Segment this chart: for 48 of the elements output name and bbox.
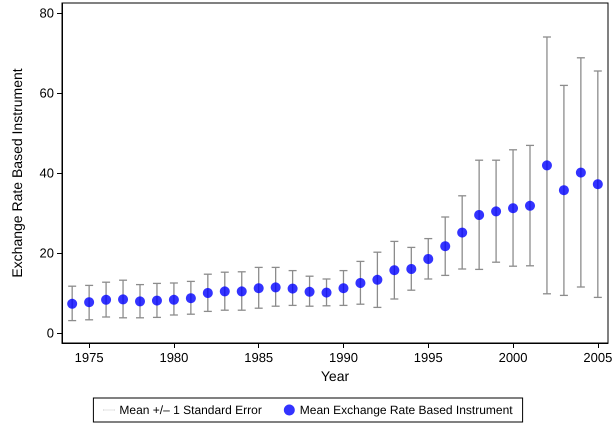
point xyxy=(270,282,281,292)
point xyxy=(220,286,230,296)
x-tick-label: 1975 xyxy=(74,350,104,365)
x-axis-title: Year xyxy=(320,368,350,384)
point xyxy=(304,286,315,297)
x-tick-label: 1980 xyxy=(159,350,188,365)
point xyxy=(288,284,298,294)
point xyxy=(474,210,484,220)
point xyxy=(423,254,434,264)
text: Mean +/– 1 Standard Error xyxy=(119,403,262,417)
point xyxy=(592,179,603,190)
point xyxy=(372,274,382,285)
x-tick-label: 2000 xyxy=(498,350,528,365)
point xyxy=(322,288,332,298)
legend-label: Mean Exchange Rate Based Instrument xyxy=(300,403,514,417)
y-axis-title: Exchange Rate Based Instrument xyxy=(9,68,25,278)
y-tick-label: 80 xyxy=(40,6,54,20)
point xyxy=(491,206,502,216)
point xyxy=(508,203,518,214)
point xyxy=(440,241,450,252)
point xyxy=(101,294,112,305)
x-tick-label: 2005 xyxy=(583,350,612,365)
point xyxy=(457,228,468,238)
point xyxy=(84,297,94,308)
y-tick-label: 60 xyxy=(40,86,54,100)
point xyxy=(542,160,552,170)
point xyxy=(152,296,162,306)
point xyxy=(135,296,145,306)
point xyxy=(576,168,586,178)
y-tick-label: 20 xyxy=(40,246,54,260)
x-tick-label: 1985 xyxy=(244,350,274,365)
point xyxy=(202,288,213,298)
point xyxy=(168,294,179,305)
y-tick-label: 0 xyxy=(46,326,54,340)
x-tick-label: 1990 xyxy=(329,350,358,365)
point xyxy=(118,294,128,304)
point xyxy=(525,200,535,211)
y-tick-label: 40 xyxy=(40,166,54,180)
point xyxy=(254,283,264,294)
x-tick-label: 1995 xyxy=(414,350,443,365)
point xyxy=(389,265,400,276)
point xyxy=(338,283,348,294)
point xyxy=(355,278,366,288)
point xyxy=(67,298,78,309)
point xyxy=(558,185,569,196)
point xyxy=(236,286,247,296)
point xyxy=(186,293,196,304)
point xyxy=(406,264,416,274)
